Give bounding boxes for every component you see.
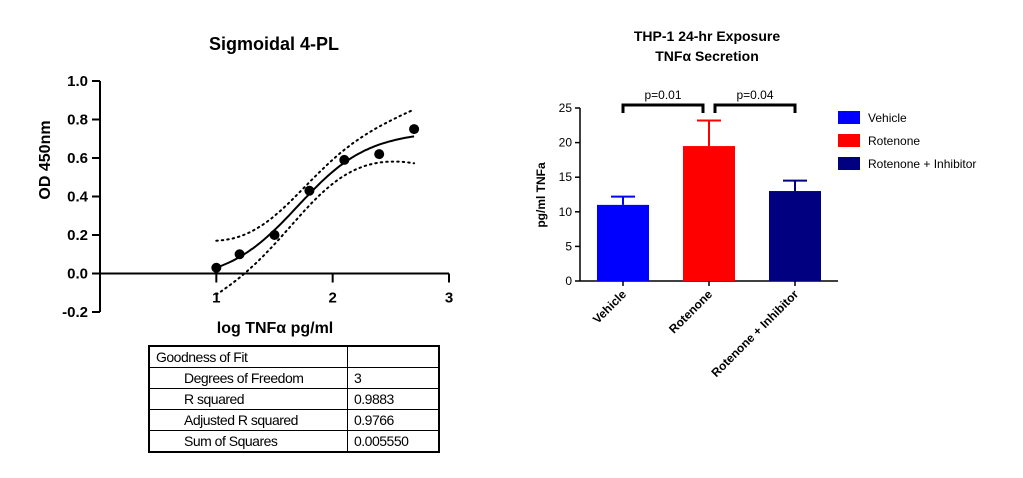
sigmoid-data-point <box>269 230 280 240</box>
sigmoid-y-axis-label: OD 450nm <box>37 120 54 199</box>
significance-bracket <box>621 103 705 113</box>
legend-label: Rotenone <box>868 134 920 148</box>
sigmoid-x-tick-label: 3 <box>445 290 453 307</box>
table-row: Adjusted R squared 0.9766 <box>148 409 440 431</box>
bar-chart: THP-1 24-hr Exposure TNFα Secretion pg/m… <box>534 28 976 380</box>
bar-title: THP-1 24-hr Exposure <box>634 28 780 44</box>
bar-y-axis-label: pg/ml TNFa <box>534 162 548 228</box>
table-label-cell: Sum of Squares <box>148 430 348 453</box>
sigmoid-data-point <box>374 149 385 160</box>
bar-x-tick-label: Rotenone + Inhibitor <box>708 287 801 380</box>
sigmoid-y-tick-label: 0.4 <box>67 189 89 206</box>
table-row: Goodness of Fit <box>148 345 440 368</box>
bar <box>769 191 821 281</box>
sigmoid-data-point <box>409 124 420 135</box>
bar-y-tick-label: 0 <box>565 274 572 288</box>
sigmoid-x-axis-label: log TNFα pg/ml <box>217 320 333 337</box>
significance-label: p=0.01 <box>644 88 681 102</box>
table-value-cell: 0.9766 <box>347 409 440 431</box>
sigmoid-y-tick-label: 1.0 <box>67 73 88 90</box>
bar-y-tick-label: 5 <box>565 239 572 253</box>
bar-x-tick-label: Vehicle <box>590 287 629 326</box>
table-row: Degrees of Freedom 3 <box>148 367 440 389</box>
sigmoid-axes: -0.2 0.0 0.2 0.4 0.6 0.8 1.0 1 2 3 <box>62 73 453 321</box>
goodness-of-fit-table: Goodness of Fit Degrees of Freedom 3 R s… <box>148 345 440 453</box>
sigmoid-y-tick-label: 0.2 <box>67 227 88 244</box>
legend-swatch <box>838 111 860 124</box>
table-value-cell: 0.9883 <box>347 388 440 410</box>
bar-legend: Vehicle Rotenone Rotenone + Inhibitor <box>838 111 976 171</box>
bar-y-tick-label: 25 <box>559 101 573 115</box>
sigmoid-y-tick-label: 0.0 <box>67 266 88 283</box>
sigmoid-fit-curve <box>215 135 415 269</box>
bar-x-tick-label: Rotenone <box>666 287 715 336</box>
bar-y-tick-label: 10 <box>559 205 573 219</box>
legend-swatch <box>838 134 860 147</box>
sigmoid-y-tick-label: 0.6 <box>67 150 88 167</box>
bar <box>597 204 649 281</box>
bar-y-tick-label: 15 <box>559 170 573 184</box>
sigmoid-y-tick-label: -0.2 <box>62 304 88 321</box>
sigmoid-data-point <box>211 262 222 273</box>
sigmoid-data-points <box>211 124 420 273</box>
table-label-cell: Adjusted R squared <box>148 409 348 431</box>
sigmoid-x-tick-label: 2 <box>328 290 336 307</box>
legend-label: Rotenone + Inhibitor <box>868 157 976 171</box>
bar-y-tick-label: 20 <box>559 136 573 150</box>
table-header-cell: Goodness of Fit <box>148 345 348 368</box>
table-label-cell: R squared <box>148 388 348 410</box>
table-header-value-cell <box>347 345 440 368</box>
sigmoid-fit-line <box>215 135 415 269</box>
sigmoid-y-tick-label: 0.8 <box>67 112 88 129</box>
legend-swatch <box>838 157 860 170</box>
table-value-cell: 0.005550 <box>347 430 440 453</box>
bar-significance-annotations: p=0.01 p=0.04 <box>621 88 797 113</box>
significance-label: p=0.04 <box>736 88 773 102</box>
legend-label: Vehicle <box>868 111 907 125</box>
bar-subtitle: TNFα Secretion <box>655 48 759 64</box>
sigmoid-lower-confidence-line <box>215 160 416 296</box>
sigmoid-title: Sigmoidal 4-PL <box>209 34 339 54</box>
sigmoid-x-tick-label: 1 <box>212 290 220 307</box>
sigmoid-chart: Sigmoidal 4-PL log TNFα pg/ml OD 450nm -… <box>37 34 453 337</box>
bar <box>683 146 735 281</box>
table-label-cell: Degrees of Freedom <box>148 367 348 389</box>
significance-bracket <box>713 103 797 113</box>
sigmoid-data-point <box>234 249 245 260</box>
sigmoid-data-point <box>339 154 350 165</box>
sigmoid-confidence-band <box>215 108 416 296</box>
sigmoid-upper-confidence-line <box>215 108 416 242</box>
table-row: R squared 0.9883 <box>148 388 440 410</box>
table-row: Sum of Squares 0.005550 <box>148 430 440 453</box>
table-value-cell: 3 <box>347 367 440 389</box>
sigmoid-data-point <box>304 185 315 196</box>
bar-series <box>597 119 821 281</box>
